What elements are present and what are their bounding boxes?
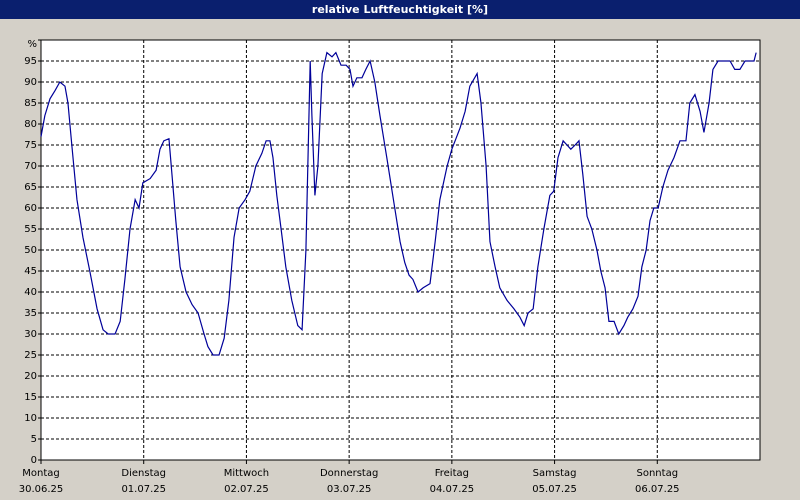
y-tick-label: 45: [24, 266, 37, 277]
y-tick-label: %: [27, 39, 37, 50]
title-bar: [0, 0, 800, 19]
y-tick-label: 70: [24, 161, 37, 172]
x-tick-date: 01.07.25: [121, 484, 166, 495]
x-tick-label: Donnerstag: [320, 468, 378, 479]
y-tick-label: 85: [24, 98, 37, 109]
x-tick-label: Dienstag: [121, 468, 166, 479]
y-tick-label: 5: [31, 434, 37, 445]
y-tick-label: 15: [24, 392, 37, 403]
y-tick-label: 65: [24, 182, 37, 193]
y-tick-label: 80: [24, 119, 37, 130]
x-tick-label: Sonntag: [637, 468, 679, 479]
y-tick-label: 10: [24, 413, 37, 424]
y-tick-label: 30: [24, 329, 37, 340]
x-tick-label: Freitag: [435, 468, 469, 479]
x-tick-date: 02.07.25: [224, 484, 269, 495]
x-tick-date: 03.07.25: [327, 484, 372, 495]
plot-area: [40, 39, 761, 461]
y-tick-label: 95: [24, 56, 37, 67]
humidity-line: [40, 51, 757, 356]
y-tick-label: 25: [24, 350, 37, 361]
y-tick-label: 90: [24, 77, 37, 88]
y-tick-label: 40: [24, 287, 37, 298]
x-tick-date: 30.06.25: [19, 484, 64, 495]
y-tick-label: 0: [31, 455, 37, 466]
y-tick-label: 60: [24, 203, 37, 214]
x-tick-date: 05.07.25: [532, 484, 577, 495]
y-tick-label: 55: [24, 224, 37, 235]
y-tick-label: 35: [24, 308, 37, 319]
y-tick-label: 75: [24, 140, 37, 151]
x-tick-date: 04.07.25: [430, 484, 475, 495]
y-tick-label: 20: [24, 371, 37, 382]
y-tick-label: 50: [24, 245, 37, 256]
x-tick-label: Samstag: [533, 468, 577, 479]
x-tick-date: 06.07.25: [635, 484, 680, 495]
x-tick-label: Mittwoch: [224, 468, 269, 479]
x-tick-label: Montag: [22, 468, 59, 479]
chart-title: relative Luftfeuchtigkeit [%]: [312, 3, 488, 16]
